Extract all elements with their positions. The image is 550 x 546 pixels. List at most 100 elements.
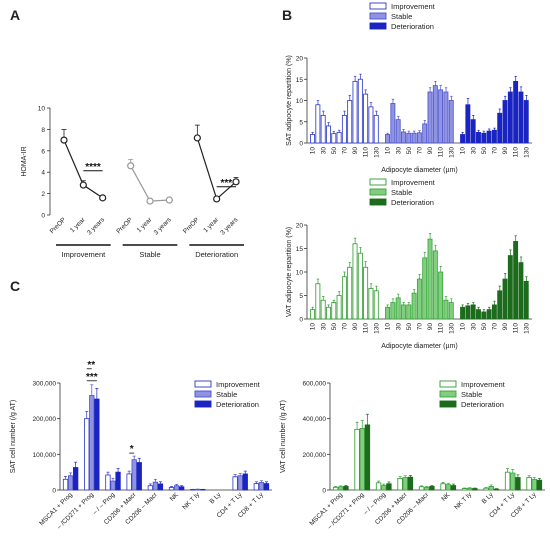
bar — [357, 252, 363, 320]
series-line — [130, 165, 170, 202]
y-tick-label: 2 — [41, 191, 45, 198]
bar — [368, 106, 374, 144]
bar — [73, 467, 79, 491]
bar — [390, 302, 396, 320]
x-tick-label: 3 years — [153, 216, 174, 237]
group-label: Deterioration — [195, 250, 238, 259]
bar — [507, 91, 513, 144]
bar — [465, 104, 471, 144]
bar — [347, 100, 353, 144]
x-tick-label: 70 — [417, 323, 424, 331]
x-tick-label: 30 — [470, 147, 477, 155]
x-tick-label: 130 — [448, 323, 455, 334]
y-tick-label: 10 — [296, 270, 304, 277]
bar — [523, 100, 529, 144]
bar — [507, 255, 513, 320]
significance-stars: *** — [220, 178, 232, 189]
y-tick-label: 0 — [41, 213, 45, 220]
bar — [406, 132, 412, 144]
bar — [395, 297, 401, 320]
x-tick-label: 50 — [406, 323, 413, 331]
data-point — [79, 181, 87, 189]
bar — [502, 278, 508, 320]
group-label: Stable — [139, 250, 160, 259]
x-tick-label: 70 — [342, 147, 349, 155]
x-tick-label: 10 — [385, 323, 392, 331]
x-tick-label: 50 — [406, 147, 413, 155]
bar — [497, 290, 503, 320]
y-tick-label: 0 — [52, 488, 56, 495]
y-axis-title: VAT cell number (/g AT) — [280, 400, 287, 473]
legend-swatch — [369, 22, 387, 30]
x-tick-label: 10 — [385, 147, 392, 155]
bar — [131, 459, 137, 491]
bar — [168, 487, 175, 491]
y-tick-label: 400,000 — [303, 416, 327, 423]
bar — [343, 486, 349, 491]
bar — [422, 123, 428, 144]
bar — [385, 134, 391, 144]
x-tick-label: 30 — [320, 147, 327, 155]
bar — [363, 266, 369, 320]
x-tick-label: 50 — [331, 147, 338, 155]
bar — [504, 471, 511, 491]
bar — [336, 131, 342, 144]
bar — [401, 131, 406, 144]
bar — [364, 424, 371, 491]
legend-swatch — [194, 390, 212, 398]
bar — [515, 477, 521, 491]
y-tick-label: 0 — [322, 488, 326, 495]
bar — [242, 473, 248, 491]
bar — [105, 474, 111, 491]
x-tick-label: 90 — [502, 147, 509, 155]
y-tick-label: 5 — [299, 119, 303, 126]
bar — [461, 488, 468, 491]
x-tick-label: 10 — [460, 147, 467, 155]
bar — [368, 288, 374, 320]
legend-label: Improvement — [391, 2, 436, 11]
x-tick-label: 110 — [438, 147, 445, 158]
bar — [432, 250, 438, 320]
bar — [497, 112, 503, 144]
x-tick-label: 110 — [363, 323, 370, 334]
y-tick-label: 10 — [296, 98, 304, 105]
x-tick-label: 3 years — [86, 216, 107, 237]
bar — [448, 302, 454, 320]
bar — [427, 91, 433, 144]
y-axis-title: VAT adipocyte repartition (%) — [286, 227, 293, 317]
bar — [237, 475, 243, 491]
bar — [359, 428, 365, 491]
y-tick-label: 4 — [41, 170, 45, 177]
bar — [491, 129, 497, 144]
bar — [354, 428, 360, 491]
x-tick-label: 10 — [310, 323, 317, 331]
bar — [152, 481, 159, 491]
bar — [253, 483, 259, 491]
bar — [488, 486, 494, 491]
bar — [467, 487, 473, 491]
bar — [110, 480, 116, 491]
data-point — [99, 194, 107, 202]
bar — [416, 278, 422, 320]
bar — [513, 80, 519, 144]
legend-label: Improvement — [461, 380, 506, 389]
bar — [438, 89, 444, 144]
bar — [320, 114, 326, 144]
legend-label: Stable — [461, 390, 482, 399]
bar — [518, 262, 524, 320]
panel-c-sat-cells: 0 100,000 200,000 300,000 SAT cell number (/… — [10, 360, 272, 531]
x-tick-label: 50 — [481, 147, 488, 155]
bar — [338, 486, 344, 491]
bar — [526, 477, 532, 491]
bar — [493, 488, 500, 491]
bar — [470, 119, 476, 144]
significance-stars: **** — [85, 162, 101, 173]
bar — [518, 91, 524, 144]
legend-label: Deterioration — [391, 22, 434, 31]
legend-label: Improvement — [391, 178, 436, 187]
bar — [513, 241, 519, 320]
bar — [357, 78, 363, 144]
bar — [84, 418, 90, 491]
